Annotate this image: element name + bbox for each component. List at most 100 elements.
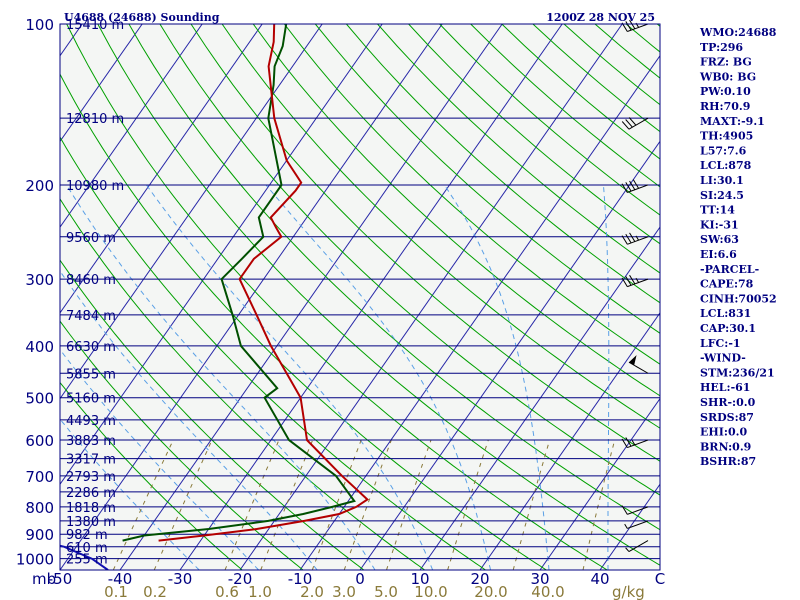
wind-barb-flag bbox=[629, 180, 636, 191]
dry-adiabat-line bbox=[314, 24, 660, 334]
wind-barb-staff bbox=[627, 506, 649, 515]
dry-adiabat-line bbox=[97, 24, 660, 566]
dry-adiabat-line bbox=[128, 24, 660, 531]
pressure-tick-label: 200 bbox=[25, 177, 54, 195]
mixing-ratio-line bbox=[343, 439, 392, 570]
wind-barb-flag bbox=[625, 182, 632, 192]
dry-adiabat-line bbox=[221, 24, 660, 429]
pressure-tick-label: 500 bbox=[25, 390, 54, 408]
axis-labels: 15410 m 12810 m 10980 m 9560 m 8460 m 7484 m 6… bbox=[16, 16, 665, 600]
height-label: 3883 m bbox=[66, 434, 116, 449]
temperature-trace bbox=[158, 24, 370, 542]
plot-area bbox=[60, 24, 660, 570]
wind-barb-flag bbox=[625, 276, 632, 286]
index-value: SW:63 bbox=[700, 233, 739, 246]
height-label: 2286 m bbox=[66, 486, 116, 501]
wind-barb-flag bbox=[621, 121, 630, 130]
height-label: 5855 m bbox=[66, 367, 116, 382]
index-value: BRN:0.9 bbox=[700, 440, 751, 453]
mixing-ratio-label: 5.0 bbox=[374, 583, 398, 600]
wind-barb-flag bbox=[625, 233, 632, 244]
temperature-tick-label: -20 bbox=[228, 570, 253, 588]
index-value: PW:0.10 bbox=[700, 85, 751, 98]
mixing-ratio-label: 2.0 bbox=[300, 583, 324, 600]
wind-barb-flag bbox=[621, 505, 628, 515]
mixing-ratio-line bbox=[112, 439, 174, 570]
temperature-unit-label: C bbox=[655, 570, 665, 588]
dry-adiabat-line bbox=[283, 24, 660, 365]
index-value: WB0: BG bbox=[699, 70, 756, 83]
dry-adiabat-line bbox=[346, 24, 660, 304]
mixing-ratio-line bbox=[224, 439, 280, 570]
mixing-ratio-line bbox=[582, 439, 616, 570]
mixing-ratio-label: 3.0 bbox=[332, 583, 356, 600]
index-value: LCL:831 bbox=[700, 307, 751, 320]
mixing-ratio-label: 40.0 bbox=[531, 583, 564, 600]
wind-barb-flag bbox=[632, 179, 640, 189]
height-label: 9560 m bbox=[66, 231, 116, 246]
temperature-tick-label: -30 bbox=[168, 570, 193, 588]
height-label: 6630 m bbox=[66, 340, 116, 355]
wind-barb-half-flag bbox=[635, 277, 640, 283]
index-value: EHI:0.0 bbox=[700, 426, 747, 439]
dewpoint-trace bbox=[122, 24, 356, 542]
wind-barb-flag bbox=[621, 277, 628, 287]
wind-barb-flag bbox=[629, 274, 636, 285]
wind-barb-flag bbox=[621, 438, 628, 448]
index-value: -WIND- bbox=[700, 352, 746, 365]
moist-adiabat-line bbox=[60, 270, 318, 570]
wind-barb-half-flag bbox=[635, 235, 640, 241]
isotherm-line bbox=[119, 24, 503, 570]
index-value: EI:6.6 bbox=[700, 248, 737, 261]
temperature-tick-label: -10 bbox=[288, 570, 313, 588]
temperature-tick-label: 40 bbox=[590, 570, 609, 588]
wind-barb-staff bbox=[628, 540, 649, 553]
dry-adiabat-line bbox=[159, 24, 660, 496]
index-value: MAXT:-9.1 bbox=[700, 115, 765, 128]
isotherm-line bbox=[0, 24, 22, 570]
wind-barb bbox=[621, 274, 649, 288]
wind-barb bbox=[621, 437, 649, 449]
index-value: WMO:24688 bbox=[699, 26, 777, 39]
wind-barb-flag bbox=[625, 437, 632, 447]
pressure-tick-label: 300 bbox=[25, 271, 54, 289]
height-label: 12810 m bbox=[66, 112, 124, 127]
index-value: L57:7.6 bbox=[700, 144, 747, 157]
wind-barb bbox=[621, 232, 649, 245]
valid-time: 1200Z 28 NOV 25 bbox=[546, 11, 655, 24]
isotherm-line bbox=[60, 24, 443, 570]
wind-barb bbox=[621, 117, 649, 130]
height-label: 10980 m bbox=[66, 179, 124, 194]
sounding-profiles bbox=[60, 24, 370, 570]
plot-frame bbox=[59, 23, 661, 571]
temperature-tick-label: -40 bbox=[108, 570, 133, 588]
temperature-tick-label: 10 bbox=[410, 570, 429, 588]
wind-barb-pennant bbox=[628, 355, 637, 366]
pressure-tick-label: 600 bbox=[25, 432, 54, 450]
mixing-ratio-line bbox=[386, 439, 432, 570]
isotherm-line bbox=[60, 24, 323, 400]
wind-barbs bbox=[621, 19, 649, 553]
index-value: STM:236/21 bbox=[700, 366, 775, 379]
pressure-tick-label: 1000 bbox=[16, 551, 54, 569]
height-label: 1818 m bbox=[66, 501, 116, 516]
index-value: SRDS:87 bbox=[700, 411, 754, 424]
isotherm-line bbox=[179, 24, 563, 570]
index-value: LFC:-1 bbox=[700, 337, 741, 350]
isotherm-line bbox=[359, 140, 660, 570]
isotherm-line bbox=[539, 397, 660, 570]
wind-barb bbox=[624, 520, 649, 529]
isotherm-line bbox=[299, 54, 660, 570]
height-label: 3317 m bbox=[66, 453, 116, 468]
height-label: 5160 m bbox=[66, 392, 116, 407]
index-value: LCL:878 bbox=[700, 159, 752, 172]
moist-adiabat-line bbox=[60, 418, 200, 570]
wind-barb-flag bbox=[625, 119, 633, 128]
wind-barb-flag bbox=[628, 117, 637, 126]
moist-adiabat-line bbox=[146, 184, 434, 570]
wind-barb-half-flag bbox=[624, 523, 628, 529]
index-value: CAP:30.1 bbox=[700, 322, 756, 335]
wind-barb bbox=[621, 505, 649, 515]
mixing-ratio-line bbox=[311, 439, 362, 570]
